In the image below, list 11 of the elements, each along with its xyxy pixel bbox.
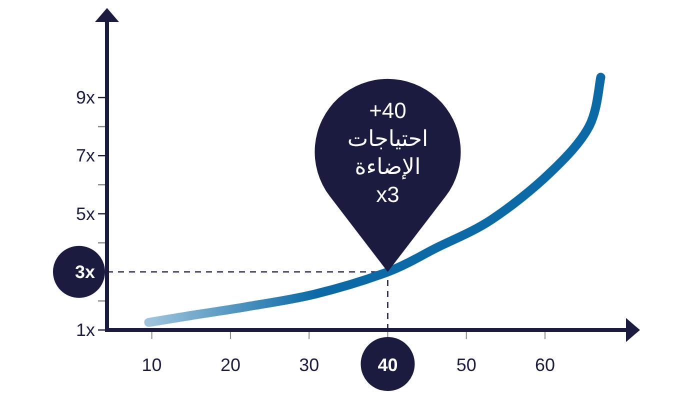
x-tick-label: 10 — [142, 355, 162, 375]
y-tick-label: 3x — [74, 262, 95, 282]
y-tick-label: 1x — [76, 320, 95, 340]
y-tick-label: 9x — [76, 88, 95, 108]
x-tick-label: 50 — [456, 355, 476, 375]
x-tick-label: 60 — [534, 355, 556, 375]
y-tick-label: 5x — [76, 204, 95, 224]
x-tick-label: 30 — [299, 355, 320, 375]
y-tick-label: 7x — [76, 146, 95, 166]
x-tick-label: 40 — [378, 355, 398, 375]
x-tick-label: 20 — [220, 355, 240, 375]
